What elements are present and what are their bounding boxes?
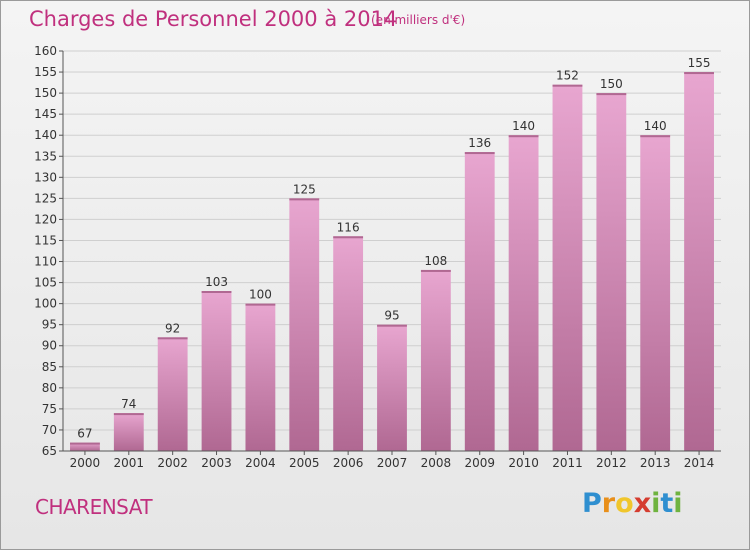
x-tick-label: 2014 [684,456,715,470]
bar-top-edge [70,442,100,445]
x-tick-label: 2007 [377,456,408,470]
data-label: 103 [205,275,228,289]
logo-letter: x [633,488,652,519]
y-tick-label: 160 [34,44,57,58]
x-tick-label: 2004 [245,456,276,470]
bar-top-edge [684,72,714,75]
y-tick-label: 80 [42,381,57,395]
x-tick-label: 2000 [70,456,101,470]
bar-top-edge [245,303,276,306]
data-label: 155 [688,56,711,70]
x-tick-label: 2002 [157,456,188,470]
region-name: CHARENSAT [35,495,153,519]
bar-2000 [70,442,100,451]
data-label: 125 [293,182,316,196]
data-label: 95 [384,309,399,323]
bar-top-edge [464,152,495,155]
y-tick-label: 95 [42,318,57,332]
y-tick-label: 130 [34,170,57,184]
bar-top-edge [333,236,364,239]
chart-title: Charges de Personnel 2000 à 2014 [29,7,398,31]
logo-letter: t [660,488,674,519]
y-tick-label: 70 [42,423,57,437]
x-tick-label: 2008 [421,456,452,470]
bars [70,72,714,452]
y-tick-label: 140 [34,128,57,142]
y-tick-label: 90 [42,339,57,353]
bar-2002 [157,337,188,451]
y-tick-label: 110 [34,255,57,269]
x-tick-label: 2006 [333,456,364,470]
bar-top-edge [508,135,539,138]
data-label: 140 [644,119,667,133]
bar-2011 [552,84,583,452]
data-label: 136 [468,136,491,150]
y-tick-label: 65 [42,444,57,458]
logo-letter: i [651,488,661,519]
y-tick-label: 135 [34,149,57,163]
x-tick-label: 2013 [640,456,671,470]
bar-2014 [684,72,714,451]
data-label: 92 [165,321,180,335]
x-tick-label: 2009 [464,456,495,470]
x-tick-label: 2003 [201,456,232,470]
y-tick-label: 100 [34,297,57,311]
y-tick-label: 145 [34,107,57,121]
x-tick-label: 2001 [114,456,145,470]
y-tick-label: 120 [34,212,57,226]
x-tick-label: 2011 [552,456,583,470]
labels: 2000 67 2001 74 2002 92 2003 103 2004 100 2005 125 2… [70,56,715,470]
data-label: 67 [77,427,92,441]
bar-top-edge [157,337,188,340]
bar-2001 [113,413,144,451]
data-label: 74 [121,397,136,411]
x-tick-label: 2005 [289,456,320,470]
bar-top-edge [552,84,583,87]
data-label: 152 [556,69,579,83]
bar-2005 [289,198,320,451]
bar-top-edge [201,291,232,293]
x-tick-label: 2010 [508,456,539,470]
bar-2009 [464,152,495,452]
y-tick-label: 150 [34,86,57,100]
data-label: 108 [424,254,447,268]
y-tick-label: 75 [42,402,57,416]
bar-top-edge [596,93,627,96]
data-label: 150 [600,77,623,91]
bar-2010 [508,135,539,452]
y-tick-label: 125 [34,191,57,205]
bar-2013 [640,135,671,452]
bar-2006 [333,236,364,451]
y-tick-label: 155 [34,65,57,79]
bar-2008 [420,269,451,451]
bar-top-edge [289,198,320,201]
bar-top-edge [113,413,144,416]
y-tick-label: 105 [34,276,57,290]
data-label: 100 [249,288,272,302]
bar-2004 [245,303,276,451]
x-tick-label: 2012 [596,456,627,470]
bar-2003 [201,291,232,451]
data-label: 140 [512,119,535,133]
bar-top-edge [420,269,451,272]
y-tick-label: 85 [42,360,57,374]
logo-letter: i [673,488,683,519]
bar-2012 [596,93,627,452]
data-label: 116 [337,220,360,234]
logo-letter: o [615,488,634,519]
chart-subtitle: (en milliers d'€) [371,13,466,27]
bar-top-edge [640,135,671,138]
proxiti-logo: Proxiti [582,488,683,519]
bar-top-edge [377,324,407,327]
axes: 65 70 75 80 85 90 95 100 105 110 115 120 125 130 135 14… [34,44,721,458]
logo-letter: r [601,488,616,519]
y-tick-label: 115 [34,233,57,247]
bar-2007 [377,324,407,451]
logo-letter: P [582,488,602,519]
